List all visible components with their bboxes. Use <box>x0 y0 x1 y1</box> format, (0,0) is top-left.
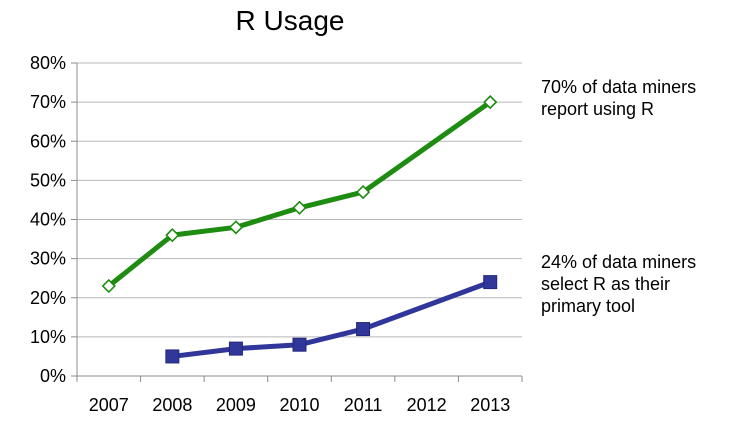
data-point-diamond <box>355 184 371 200</box>
x-tick-label: 2007 <box>89 395 129 415</box>
series-line-0 <box>106 99 493 289</box>
axes: 0% 10% 20% 30% 40% 50% 60% 70% 80% 2007 2008 2009 20… <box>30 53 523 415</box>
chart-title: R Usage <box>236 5 345 36</box>
y-tick-label: 20% <box>30 288 66 308</box>
annotation-line: primary tool <box>541 296 635 316</box>
data-point-square <box>292 337 307 352</box>
y-tick-label: 50% <box>30 170 66 190</box>
y-tick-label: 40% <box>30 210 66 230</box>
annotation-line: report using R <box>541 99 654 119</box>
data-point-diamond <box>292 200 307 215</box>
data-point-square <box>356 322 371 337</box>
series-markers <box>101 94 498 364</box>
data-point-diamond <box>483 94 498 110</box>
gridlines <box>77 62 522 338</box>
x-tick-label: 2011 <box>344 395 383 415</box>
x-tick-label: 2013 <box>470 395 510 415</box>
y-tick-label: 30% <box>30 249 66 269</box>
x-tick-label: 2012 <box>407 395 447 415</box>
data-point-square <box>165 349 180 364</box>
annotation-line: select R as their <box>541 274 670 294</box>
x-tick-label: 2009 <box>216 395 256 415</box>
y-tick-label: 60% <box>30 131 66 151</box>
data-point-diamond <box>228 220 244 235</box>
data-point-diamond <box>101 278 116 294</box>
data-point-square <box>228 341 243 356</box>
y-tick-label: 70% <box>30 92 66 112</box>
annotation-line: 24% of data miners <box>541 252 696 272</box>
series-lines <box>106 99 493 359</box>
annotation-line: 70% of data miners <box>541 77 696 97</box>
series-line-1 <box>169 279 493 359</box>
y-tick-label: 0% <box>40 366 66 386</box>
data-point-square <box>483 275 498 290</box>
y-tick-label: 80% <box>30 53 66 73</box>
y-tick-label: 10% <box>30 327 66 347</box>
x-tick-label: 2008 <box>152 395 192 415</box>
data-point-diamond <box>165 228 180 243</box>
x-tick-label: 2010 <box>279 395 319 415</box>
